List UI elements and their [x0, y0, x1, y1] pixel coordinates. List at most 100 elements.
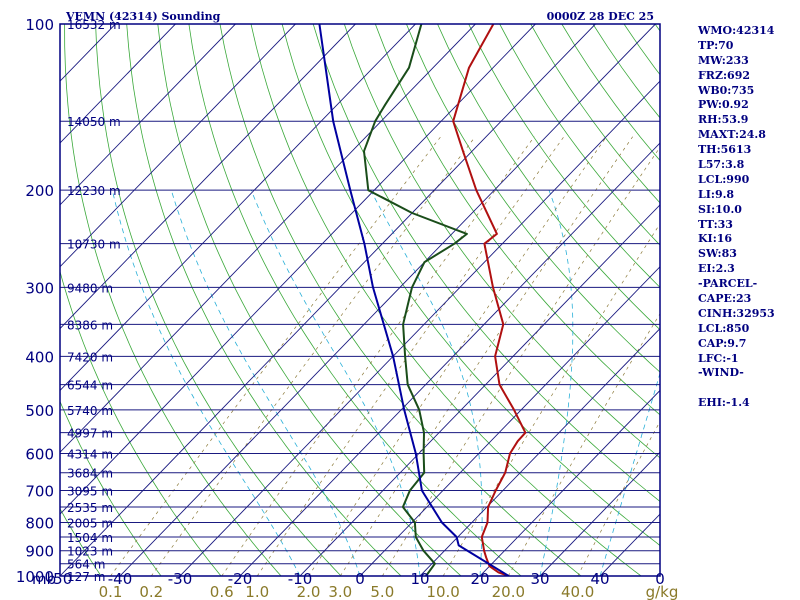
index-line: WMO:42314 [698, 24, 775, 37]
height-label: 10730 m [67, 238, 121, 252]
temperature-tick-label: 30 [530, 570, 549, 588]
mixing-ratio-tick-label: 0.1 [99, 583, 123, 600]
height-label: 4314 m [67, 448, 113, 462]
index-line: TH:5613 [698, 143, 752, 157]
temperature-tick-label: 20 [470, 570, 489, 588]
height-label: 2535 m [67, 501, 113, 515]
mixing-ratio-tick-label: 0.6 [210, 583, 234, 600]
height-label: 127 m [67, 570, 105, 584]
height-label: 3684 m [67, 467, 113, 481]
height-label: 1504 m [67, 531, 113, 545]
index-line: LFC:-1 [698, 351, 739, 365]
isotherm [419, 327, 660, 576]
index-line: EI:2.3 [698, 262, 735, 276]
index-line: MW:233 [698, 53, 749, 67]
height-label: 14050 m [67, 115, 121, 129]
index-line: CAPE:23 [698, 292, 752, 306]
profile-temperature [452, 24, 527, 576]
chart-time: 0000Z 28 DEC 25 [547, 10, 654, 23]
isotherm [479, 389, 660, 576]
isotherm [60, 24, 176, 144]
height-label: 4997 m [67, 427, 113, 441]
isotherm [60, 24, 296, 268]
height-label: 9480 m [67, 281, 113, 295]
mixing-ratio-tick-label: 1.0 [245, 583, 269, 600]
isotherm [239, 142, 660, 576]
height-label: 6544 m [67, 379, 113, 393]
height-label: 8386 m [67, 318, 113, 332]
index-line: LCL:850 [698, 321, 750, 335]
mixing-ratio-tick-label: 0.2 [139, 583, 163, 600]
height-label: 7420 m [67, 350, 113, 364]
mixing-ratio-line [308, 136, 607, 576]
pressure-tick-label: 400 [25, 348, 54, 366]
isotherm [60, 24, 536, 515]
isotherm [60, 24, 236, 206]
index-line: L57:3.8 [698, 158, 745, 172]
mixing-ratio-unit: g/kg [646, 583, 679, 600]
index-line: TT:33 [698, 217, 733, 231]
pressure-tick-label: 700 [25, 482, 54, 500]
index-line: PW:0.92 [698, 98, 749, 112]
height-label: 5740 m [67, 404, 113, 418]
height-label: 2005 m [67, 517, 113, 531]
mixing-ratio-tick-label: 10.0 [426, 583, 459, 600]
temperature-tick-label: -50 [48, 570, 73, 588]
mixing-ratio-line [110, 136, 441, 576]
chart-title: VEMN (42314) Sounding [65, 10, 221, 23]
isotherm [539, 451, 660, 576]
profile-parcel [318, 24, 510, 576]
index-line: MAXT:24.8 [698, 128, 766, 142]
isotherm [299, 204, 660, 576]
pressure-tick-label: 500 [25, 402, 54, 420]
mixing-ratio-line [577, 420, 660, 576]
index-line: EHI:-1.4 [698, 396, 750, 410]
index-line: LCL:990 [698, 172, 750, 186]
temperature-tick-label: -30 [168, 570, 193, 588]
moist-adiabat [370, 190, 483, 576]
index-line [698, 381, 798, 396]
pressure-tick-label: 900 [25, 543, 54, 561]
pressure-tick-label: 800 [25, 515, 54, 533]
mixing-ratio-tick-label: 20.0 [492, 583, 525, 600]
pressure-tick-label: 100 [25, 16, 54, 34]
index-line: CAP:9.7 [698, 336, 747, 350]
isotherm [119, 24, 656, 576]
height-label: 3095 m [67, 484, 113, 498]
temperature-tick-label: -20 [228, 570, 253, 588]
plot-frame [59, 23, 661, 577]
pressure-unit-label: mb [32, 570, 56, 588]
pressure-tick-label: 600 [25, 446, 54, 464]
index-line: KI:16 [698, 232, 733, 246]
height-label: 12230 m [67, 184, 121, 198]
pressure-tick-label: 200 [25, 182, 54, 200]
isobars [60, 24, 660, 576]
pressure-tick-label: 300 [25, 279, 54, 297]
indices-panel: WMO:42314 TP:70 MW:233 FRZ:692 WB0:735 PW:0.9… [698, 24, 798, 411]
sounding-profiles [318, 24, 527, 576]
temperature-tick-label: 40 [590, 570, 609, 588]
moist-adiabat [111, 190, 301, 576]
index-line: WB0:735 [698, 83, 755, 97]
temperature-tick-label: -10 [288, 570, 313, 588]
index-line: SI:10.0 [698, 202, 742, 216]
mixing-ratio-tick-label: 40.0 [561, 583, 594, 600]
profile-dewpoint [363, 24, 468, 576]
temperature-tick-label: 10 [410, 570, 429, 588]
index-line: FRZ:692 [698, 68, 751, 82]
mixing-ratio-tick-label: 5.0 [370, 583, 394, 600]
index-line: TP:70 [698, 38, 734, 52]
isotherm [60, 24, 356, 330]
temperature-tick-label: 0 [355, 570, 365, 588]
index-line: LI:9.8 [698, 187, 735, 201]
plot-area [60, 24, 660, 576]
isotherm [60, 24, 476, 453]
height-label: 16532 m [67, 18, 121, 32]
index-line: -WIND- [698, 366, 744, 380]
isotherm [179, 80, 660, 576]
index-line: -PARCEL- [698, 277, 758, 291]
pressure-tick-label: 1000 [16, 568, 54, 586]
temperature-tick-label: 0 [655, 570, 665, 588]
